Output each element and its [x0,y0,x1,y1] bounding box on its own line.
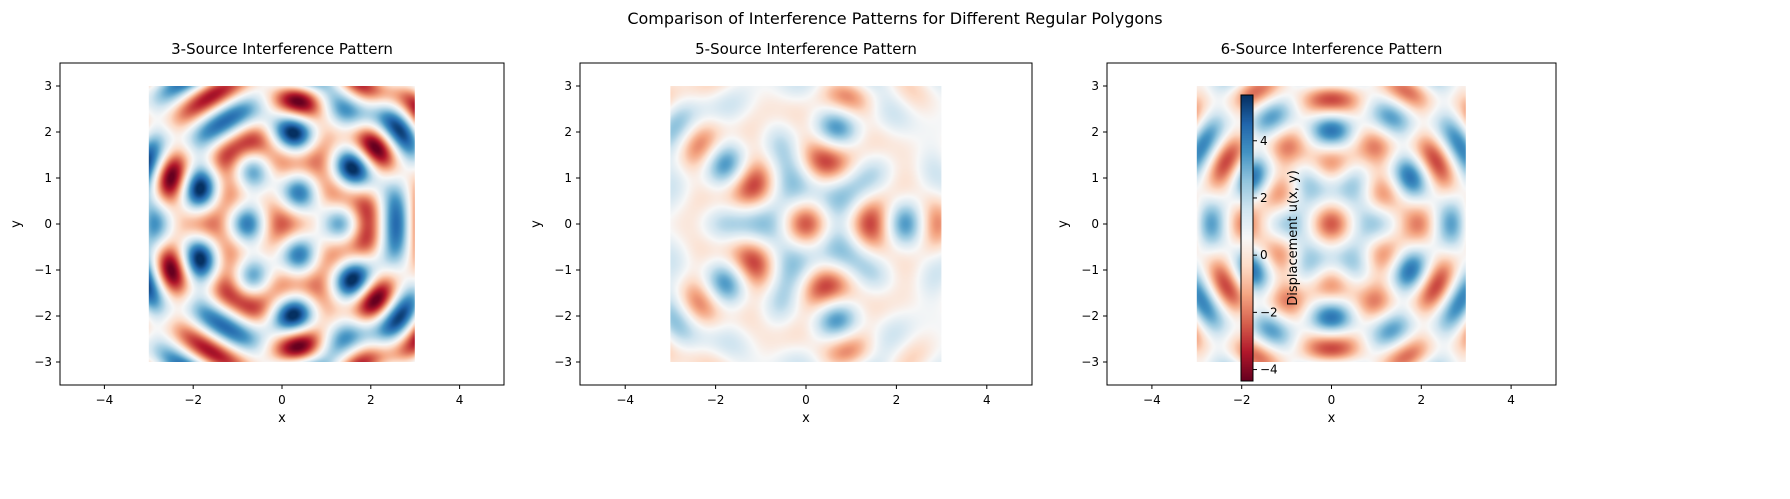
subplot-title: 5-Source Interference Pattern [695,40,917,58]
x-tick-label: 0 [802,393,810,407]
colorbar-gradient [1241,95,1253,381]
x-tick-label: 0 [1328,393,1336,407]
y-tick-label: −1 [34,263,52,277]
y-tick-label: 2 [564,125,572,139]
y-axis-label: y [1056,220,1071,228]
x-tick-label: −2 [184,393,202,407]
y-tick-label: 1 [44,171,52,185]
x-tick-label: 4 [983,393,991,407]
y-tick-label: 0 [564,217,572,231]
x-tick-label: −2 [1233,393,1251,407]
colorbar-frame [1240,94,1254,382]
x-tick-label: −4 [616,393,634,407]
y-tick-label: −3 [1081,355,1099,369]
colorbar-tick-label: 0 [1260,248,1268,262]
y-axis-label: y [9,220,24,228]
heatmap-image [148,86,415,362]
x-axis-label: x [1328,411,1336,426]
subplot-title: 6-Source Interference Pattern [1221,40,1443,58]
y-tick-label: −1 [554,263,572,277]
y-tick-label: 2 [44,125,52,139]
y-axis-label: y [529,220,544,228]
subplot-title: 3-Source Interference Pattern [171,40,393,58]
subplot-5-source: −4 −2 0 2 4 −3 −2 −1 0 1 2 3 5-Source Interference P… [529,40,1033,426]
y-tick-label: 3 [44,79,52,93]
colorbar-label: Displacement u(x, y) [1286,170,1301,306]
y-tick-label: 0 [1091,217,1099,231]
y-tick-label: 1 [1091,171,1099,185]
colorbar: −4 −2 0 2 4 Displacement u(x, y) [1240,94,1301,382]
colorbar-tick-label: 2 [1260,191,1268,205]
x-tick-label: 0 [278,393,286,407]
x-tick-label: 2 [893,393,901,407]
figure-title: Comparison of Interference Patterns for … [627,9,1162,28]
x-tick-label: −2 [707,393,725,407]
x-axis-label: x [278,411,286,426]
x-tick-label: −4 [96,393,114,407]
colorbar-tick-label: −4 [1260,363,1278,377]
subplot-3-source: −4 −2 0 2 4 −3 −2 −1 0 1 2 3 3-Source Interference P… [9,40,505,426]
y-tick-label: −2 [1081,309,1099,323]
y-tick-label: 3 [1091,79,1099,93]
heatmap-image [670,86,942,362]
y-tick-label: 0 [44,217,52,231]
x-tick-label: 4 [1507,393,1515,407]
y-tick-label: −3 [34,355,52,369]
y-tick-label: 1 [564,171,572,185]
y-tick-label: 2 [1091,125,1099,139]
heatmap-image [1196,86,1466,362]
y-tick-label: 3 [564,79,572,93]
y-tick-label: −1 [1081,263,1099,277]
x-axis-label: x [802,411,810,426]
x-tick-label: 2 [367,393,375,407]
colorbar-tick-label: 4 [1260,134,1268,148]
x-tick-label: −4 [1143,393,1161,407]
subplot-6-source: −4 −2 0 2 4 −3 −2 −1 0 1 2 3 6-Source Interference P… [1056,40,1557,426]
x-tick-label: 4 [456,393,464,407]
x-tick-label: 2 [1417,393,1425,407]
y-tick-label: −2 [554,309,572,323]
y-tick-label: −2 [34,309,52,323]
y-tick-label: −3 [554,355,572,369]
colorbar-tick-label: −2 [1260,305,1278,319]
